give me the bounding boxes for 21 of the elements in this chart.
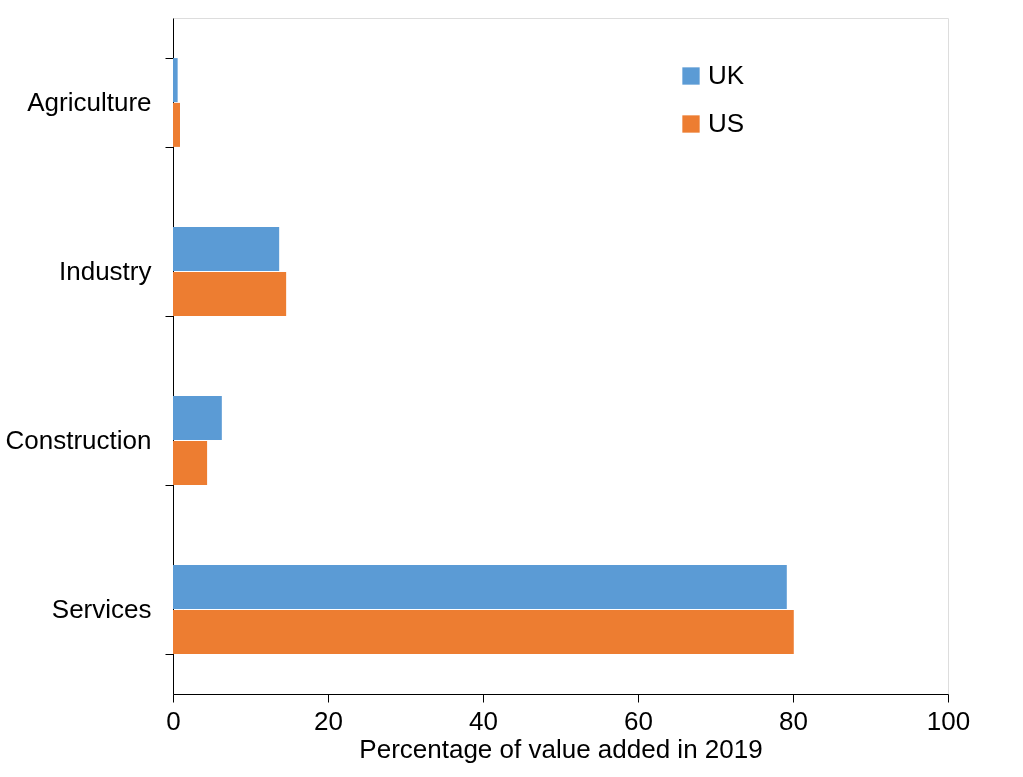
- x-tick-label: 20: [314, 705, 343, 736]
- x-tick-label: 100: [926, 705, 971, 736]
- bar: [173, 58, 178, 103]
- y-tick-label: Agriculture: [27, 87, 152, 117]
- x-axis-title: Percentage of value added in 2019: [359, 733, 763, 764]
- x-tick-label: 80: [779, 705, 808, 736]
- x-tick-label: 60: [624, 705, 653, 736]
- bar: [173, 271, 287, 316]
- bar: [173, 609, 794, 654]
- bar: [173, 227, 280, 272]
- bar: [173, 102, 180, 147]
- bar: [173, 565, 787, 610]
- x-tick-label: 40: [469, 705, 498, 736]
- y-tick-label: Industry: [59, 256, 152, 286]
- y-tick-label: Services: [51, 594, 152, 624]
- y-tick-label: Construction: [5, 425, 152, 455]
- bar: [173, 440, 208, 485]
- legend-label: UK: [708, 60, 745, 90]
- legend-label: US: [708, 108, 745, 138]
- bar: [173, 396, 222, 441]
- x-tick-label: 0: [166, 705, 181, 736]
